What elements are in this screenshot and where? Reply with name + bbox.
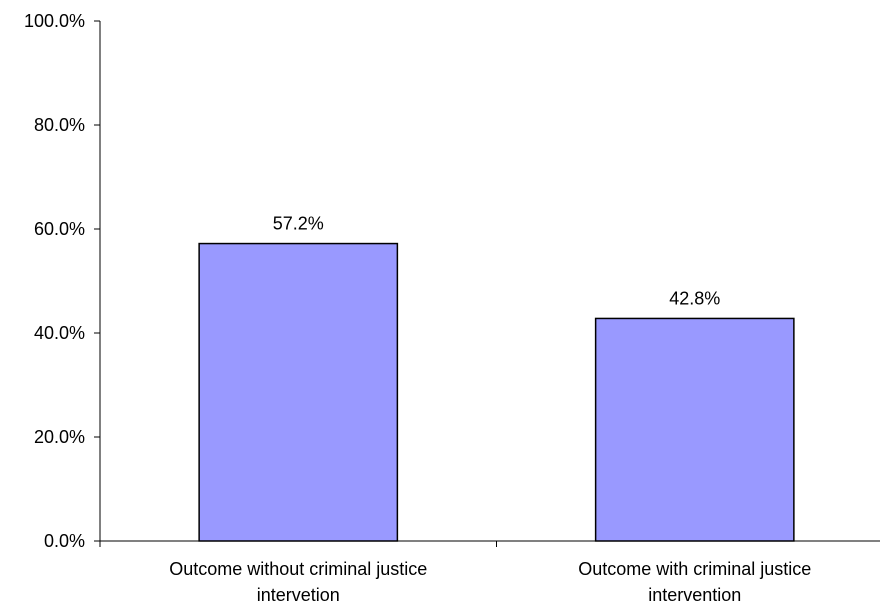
y-axis: 0.0% 20.0% 40.0% 60.0% 80.0% 100.0% — [24, 11, 101, 551]
y-tick-label: 20.0% — [34, 427, 85, 447]
data-label: 57.2% — [273, 214, 324, 234]
y-tick-label: 100.0% — [24, 11, 85, 31]
data-label: 42.8% — [669, 288, 720, 308]
y-tick-label: 40.0% — [34, 323, 85, 343]
data-labels: 57.2% 42.8% — [273, 214, 721, 309]
x-axis: Outcome without criminal justice intervet… — [99, 540, 880, 605]
y-tick-label: 60.0% — [34, 219, 85, 239]
bar — [198, 242, 399, 542]
x-category-label: Outcome without criminal justice intervet… — [169, 559, 427, 605]
bars — [198, 242, 795, 542]
y-tick-label: 80.0% — [34, 115, 85, 135]
x-category-label: Outcome with criminal justice interventio… — [578, 559, 811, 605]
bar — [594, 317, 795, 542]
y-tick-label: 0.0% — [44, 531, 85, 551]
